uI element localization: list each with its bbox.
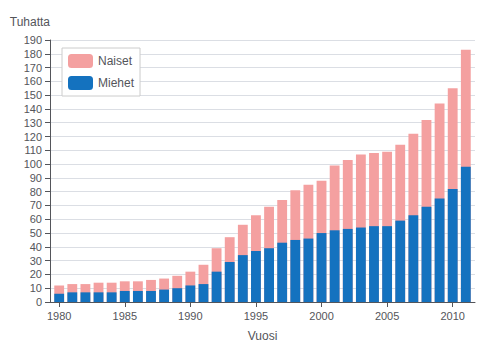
svg-text:160: 160	[24, 75, 42, 87]
svg-text:0: 0	[36, 296, 42, 308]
svg-text:2005: 2005	[375, 310, 399, 322]
svg-text:40: 40	[30, 241, 42, 253]
svg-text:110: 110	[24, 144, 42, 156]
svg-text:150: 150	[24, 89, 42, 101]
svg-text:2000: 2000	[309, 310, 333, 322]
svg-text:130: 130	[24, 117, 42, 129]
svg-text:Tuhatta: Tuhatta	[10, 15, 51, 29]
svg-text:50: 50	[30, 227, 42, 239]
svg-text:Naiset: Naiset	[98, 54, 133, 68]
svg-text:Miehet: Miehet	[98, 76, 135, 90]
svg-text:1985: 1985	[113, 310, 137, 322]
svg-text:190: 190	[24, 34, 42, 46]
svg-text:2010: 2010	[440, 310, 464, 322]
svg-text:170: 170	[24, 62, 42, 74]
svg-text:1980: 1980	[47, 310, 71, 322]
svg-text:10: 10	[30, 282, 42, 294]
svg-text:120: 120	[24, 131, 42, 143]
svg-text:30: 30	[30, 255, 42, 267]
svg-text:20: 20	[30, 268, 42, 280]
svg-text:1995: 1995	[244, 310, 268, 322]
svg-text:1990: 1990	[178, 310, 202, 322]
svg-text:60: 60	[30, 213, 42, 225]
svg-text:140: 140	[24, 103, 42, 115]
svg-text:100: 100	[24, 158, 42, 170]
svg-text:180: 180	[24, 48, 42, 60]
svg-text:70: 70	[30, 199, 42, 211]
svg-text:80: 80	[30, 186, 42, 198]
svg-text:Vuosi: Vuosi	[248, 329, 278, 343]
svg-text:90: 90	[30, 172, 42, 184]
